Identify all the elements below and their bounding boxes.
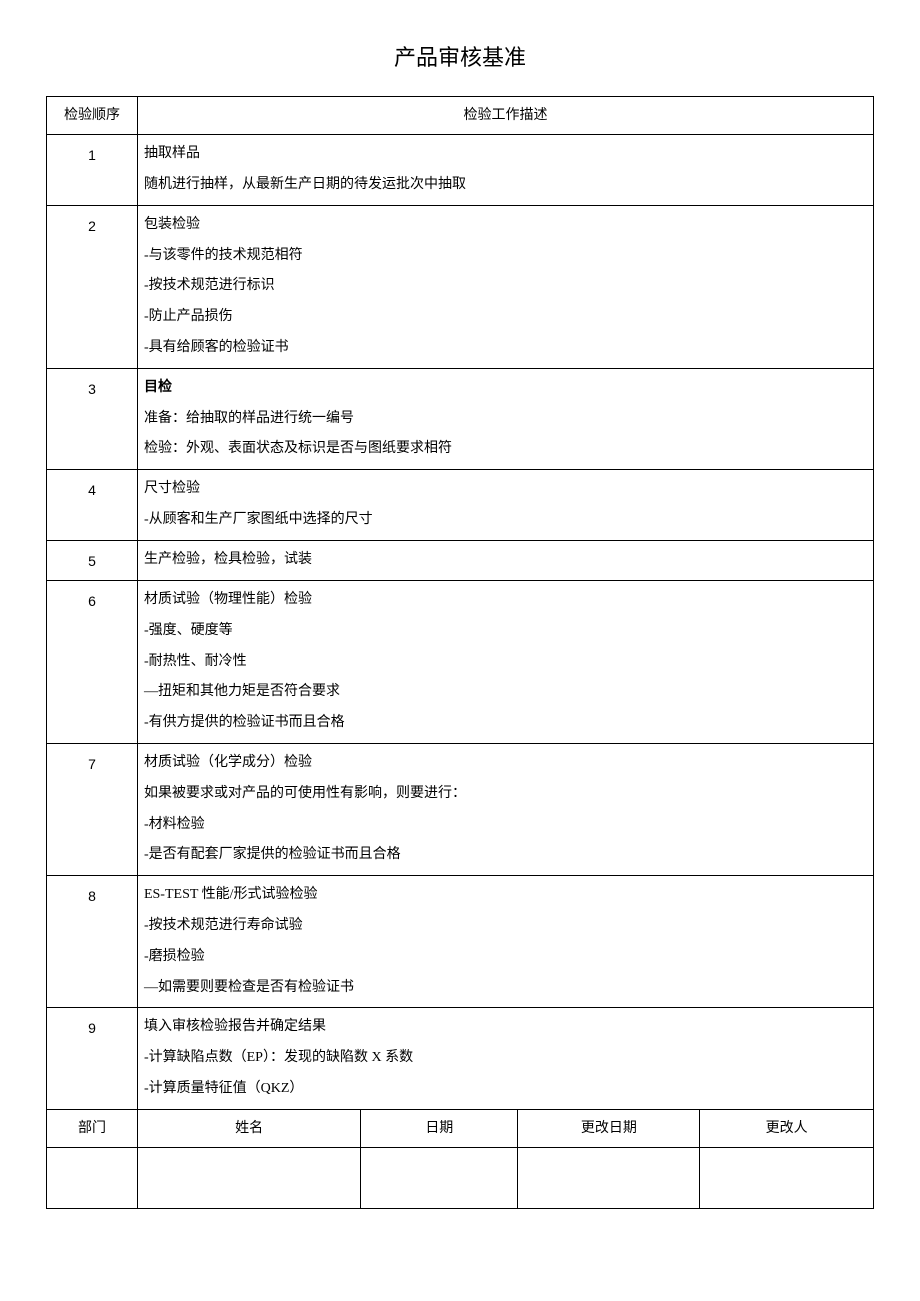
desc-line: -具有给顾客的检验证书 <box>144 333 867 364</box>
footer-header-row: 部门 姓名 日期 更改日期 更改人 <box>47 1110 874 1148</box>
desc-line: 填入审核检验报告并确定结果 <box>144 1012 867 1043</box>
seq-cell: 2 <box>47 205 138 368</box>
desc-line: -防止产品损伤 <box>144 302 867 333</box>
seq-cell: 8 <box>47 876 138 1008</box>
footer-name-cell <box>137 1147 360 1208</box>
desc-line: -磨损检验 <box>144 942 867 973</box>
table-row: 1抽取样品随机进行抽样，从最新生产日期的待发运批次中抽取 <box>47 135 874 206</box>
footer-dept-header: 部门 <box>47 1110 138 1148</box>
table-row: 7材质试验（化学成分）检验如果被要求或对产品的可使用性有影响，则要进行：-材料检… <box>47 743 874 875</box>
table-row: 2包装检验-与该零件的技术规范相符-按技术规范进行标识-防止产品损伤-具有给顾客… <box>47 205 874 368</box>
desc-line: -按技术规范进行寿命试验 <box>144 911 867 942</box>
table-row: 5生产检验，检具检验，试装 <box>47 540 874 580</box>
desc-line: -与该零件的技术规范相符 <box>144 241 867 272</box>
desc-cell: 目检准备：给抽取的样品进行统一编号检验：外观、表面状态及标识是否与图纸要求相符 <box>137 368 873 469</box>
desc-line: -有供方提供的检验证书而且合格 <box>144 708 867 739</box>
desc-cell: 材质试验（物理性能）检验-强度、硬度等-耐热性、耐冷性—扭矩和其他力矩是否符合要… <box>137 580 873 743</box>
footer-date-cell <box>361 1147 518 1208</box>
table-row: 3目检准备：给抽取的样品进行统一编号检验：外观、表面状态及标识是否与图纸要求相符 <box>47 368 874 469</box>
desc-line: ES-TEST 性能/形式试验检验 <box>144 880 867 911</box>
table-header-row: 检验顺序 检验工作描述 <box>47 97 874 135</box>
header-seq: 检验顺序 <box>47 97 138 135</box>
seq-cell: 6 <box>47 580 138 743</box>
footer-dept-cell <box>47 1147 138 1208</box>
desc-cell: 抽取样品随机进行抽样，从最新生产日期的待发运批次中抽取 <box>137 135 873 206</box>
footer-table: 部门 姓名 日期 更改日期 更改人 <box>46 1110 874 1209</box>
desc-line: -按技术规范进行标识 <box>144 271 867 302</box>
desc-line: -是否有配套厂家提供的检验证书而且合格 <box>144 840 867 871</box>
desc-line: -材料检验 <box>144 810 867 841</box>
seq-cell: 5 <box>47 540 138 580</box>
page-title: 产品审核基准 <box>46 40 874 72</box>
footer-empty-row <box>47 1147 874 1208</box>
desc-line: 抽取样品 <box>144 139 867 170</box>
desc-cell: 填入审核检验报告并确定结果-计算缺陷点数（EP）：发现的缺陷数 X 系数-计算质… <box>137 1008 873 1109</box>
desc-cell: 尺寸检验-从顾客和生产厂家图纸中选择的尺寸 <box>137 470 873 541</box>
desc-line: 准备：给抽取的样品进行统一编号 <box>144 404 867 435</box>
desc-line: 材质试验（物理性能）检验 <box>144 585 867 616</box>
footer-modby-header: 更改人 <box>700 1110 874 1148</box>
desc-line: -计算质量特征值（QKZ） <box>144 1074 867 1105</box>
seq-cell: 9 <box>47 1008 138 1109</box>
footer-moddate-cell <box>518 1147 700 1208</box>
footer-moddate-header: 更改日期 <box>518 1110 700 1148</box>
desc-line: 随机进行抽样，从最新生产日期的待发运批次中抽取 <box>144 170 867 201</box>
desc-line: 检验：外观、表面状态及标识是否与图纸要求相符 <box>144 434 867 465</box>
desc-line: -计算缺陷点数（EP）：发现的缺陷数 X 系数 <box>144 1043 867 1074</box>
desc-cell: 包装检验-与该零件的技术规范相符-按技术规范进行标识-防止产品损伤-具有给顾客的… <box>137 205 873 368</box>
table-row: 4尺寸检验-从顾客和生产厂家图纸中选择的尺寸 <box>47 470 874 541</box>
audit-table: 检验顺序 检验工作描述 1抽取样品随机进行抽样，从最新生产日期的待发运批次中抽取… <box>46 96 874 1110</box>
desc-line: —扭矩和其他力矩是否符合要求 <box>144 677 867 708</box>
seq-cell: 7 <box>47 743 138 875</box>
desc-line: 生产检验，检具检验，试装 <box>144 545 867 576</box>
desc-cell: 材质试验（化学成分）检验如果被要求或对产品的可使用性有影响，则要进行：-材料检验… <box>137 743 873 875</box>
seq-cell: 3 <box>47 368 138 469</box>
desc-cell: ES-TEST 性能/形式试验检验-按技术规范进行寿命试验-磨损检验—如需要则要… <box>137 876 873 1008</box>
table-row: 9填入审核检验报告并确定结果-计算缺陷点数（EP）：发现的缺陷数 X 系数-计算… <box>47 1008 874 1109</box>
table-row: 8ES-TEST 性能/形式试验检验-按技术规范进行寿命试验-磨损检验—如需要则… <box>47 876 874 1008</box>
seq-cell: 1 <box>47 135 138 206</box>
table-row: 6材质试验（物理性能）检验-强度、硬度等-耐热性、耐冷性—扭矩和其他力矩是否符合… <box>47 580 874 743</box>
desc-line: -强度、硬度等 <box>144 616 867 647</box>
seq-cell: 4 <box>47 470 138 541</box>
header-desc: 检验工作描述 <box>137 97 873 135</box>
desc-line: 尺寸检验 <box>144 474 867 505</box>
desc-line: 目检 <box>144 373 867 404</box>
footer-date-header: 日期 <box>361 1110 518 1148</box>
footer-modby-cell <box>700 1147 874 1208</box>
footer-name-header: 姓名 <box>137 1110 360 1148</box>
desc-line: 如果被要求或对产品的可使用性有影响，则要进行： <box>144 779 867 810</box>
desc-line: 材质试验（化学成分）检验 <box>144 748 867 779</box>
desc-line: 包装检验 <box>144 210 867 241</box>
desc-line: -从顾客和生产厂家图纸中选择的尺寸 <box>144 505 867 536</box>
desc-cell: 生产检验，检具检验，试装 <box>137 540 873 580</box>
desc-line: —如需要则要检查是否有检验证书 <box>144 973 867 1004</box>
desc-line: -耐热性、耐冷性 <box>144 647 867 678</box>
